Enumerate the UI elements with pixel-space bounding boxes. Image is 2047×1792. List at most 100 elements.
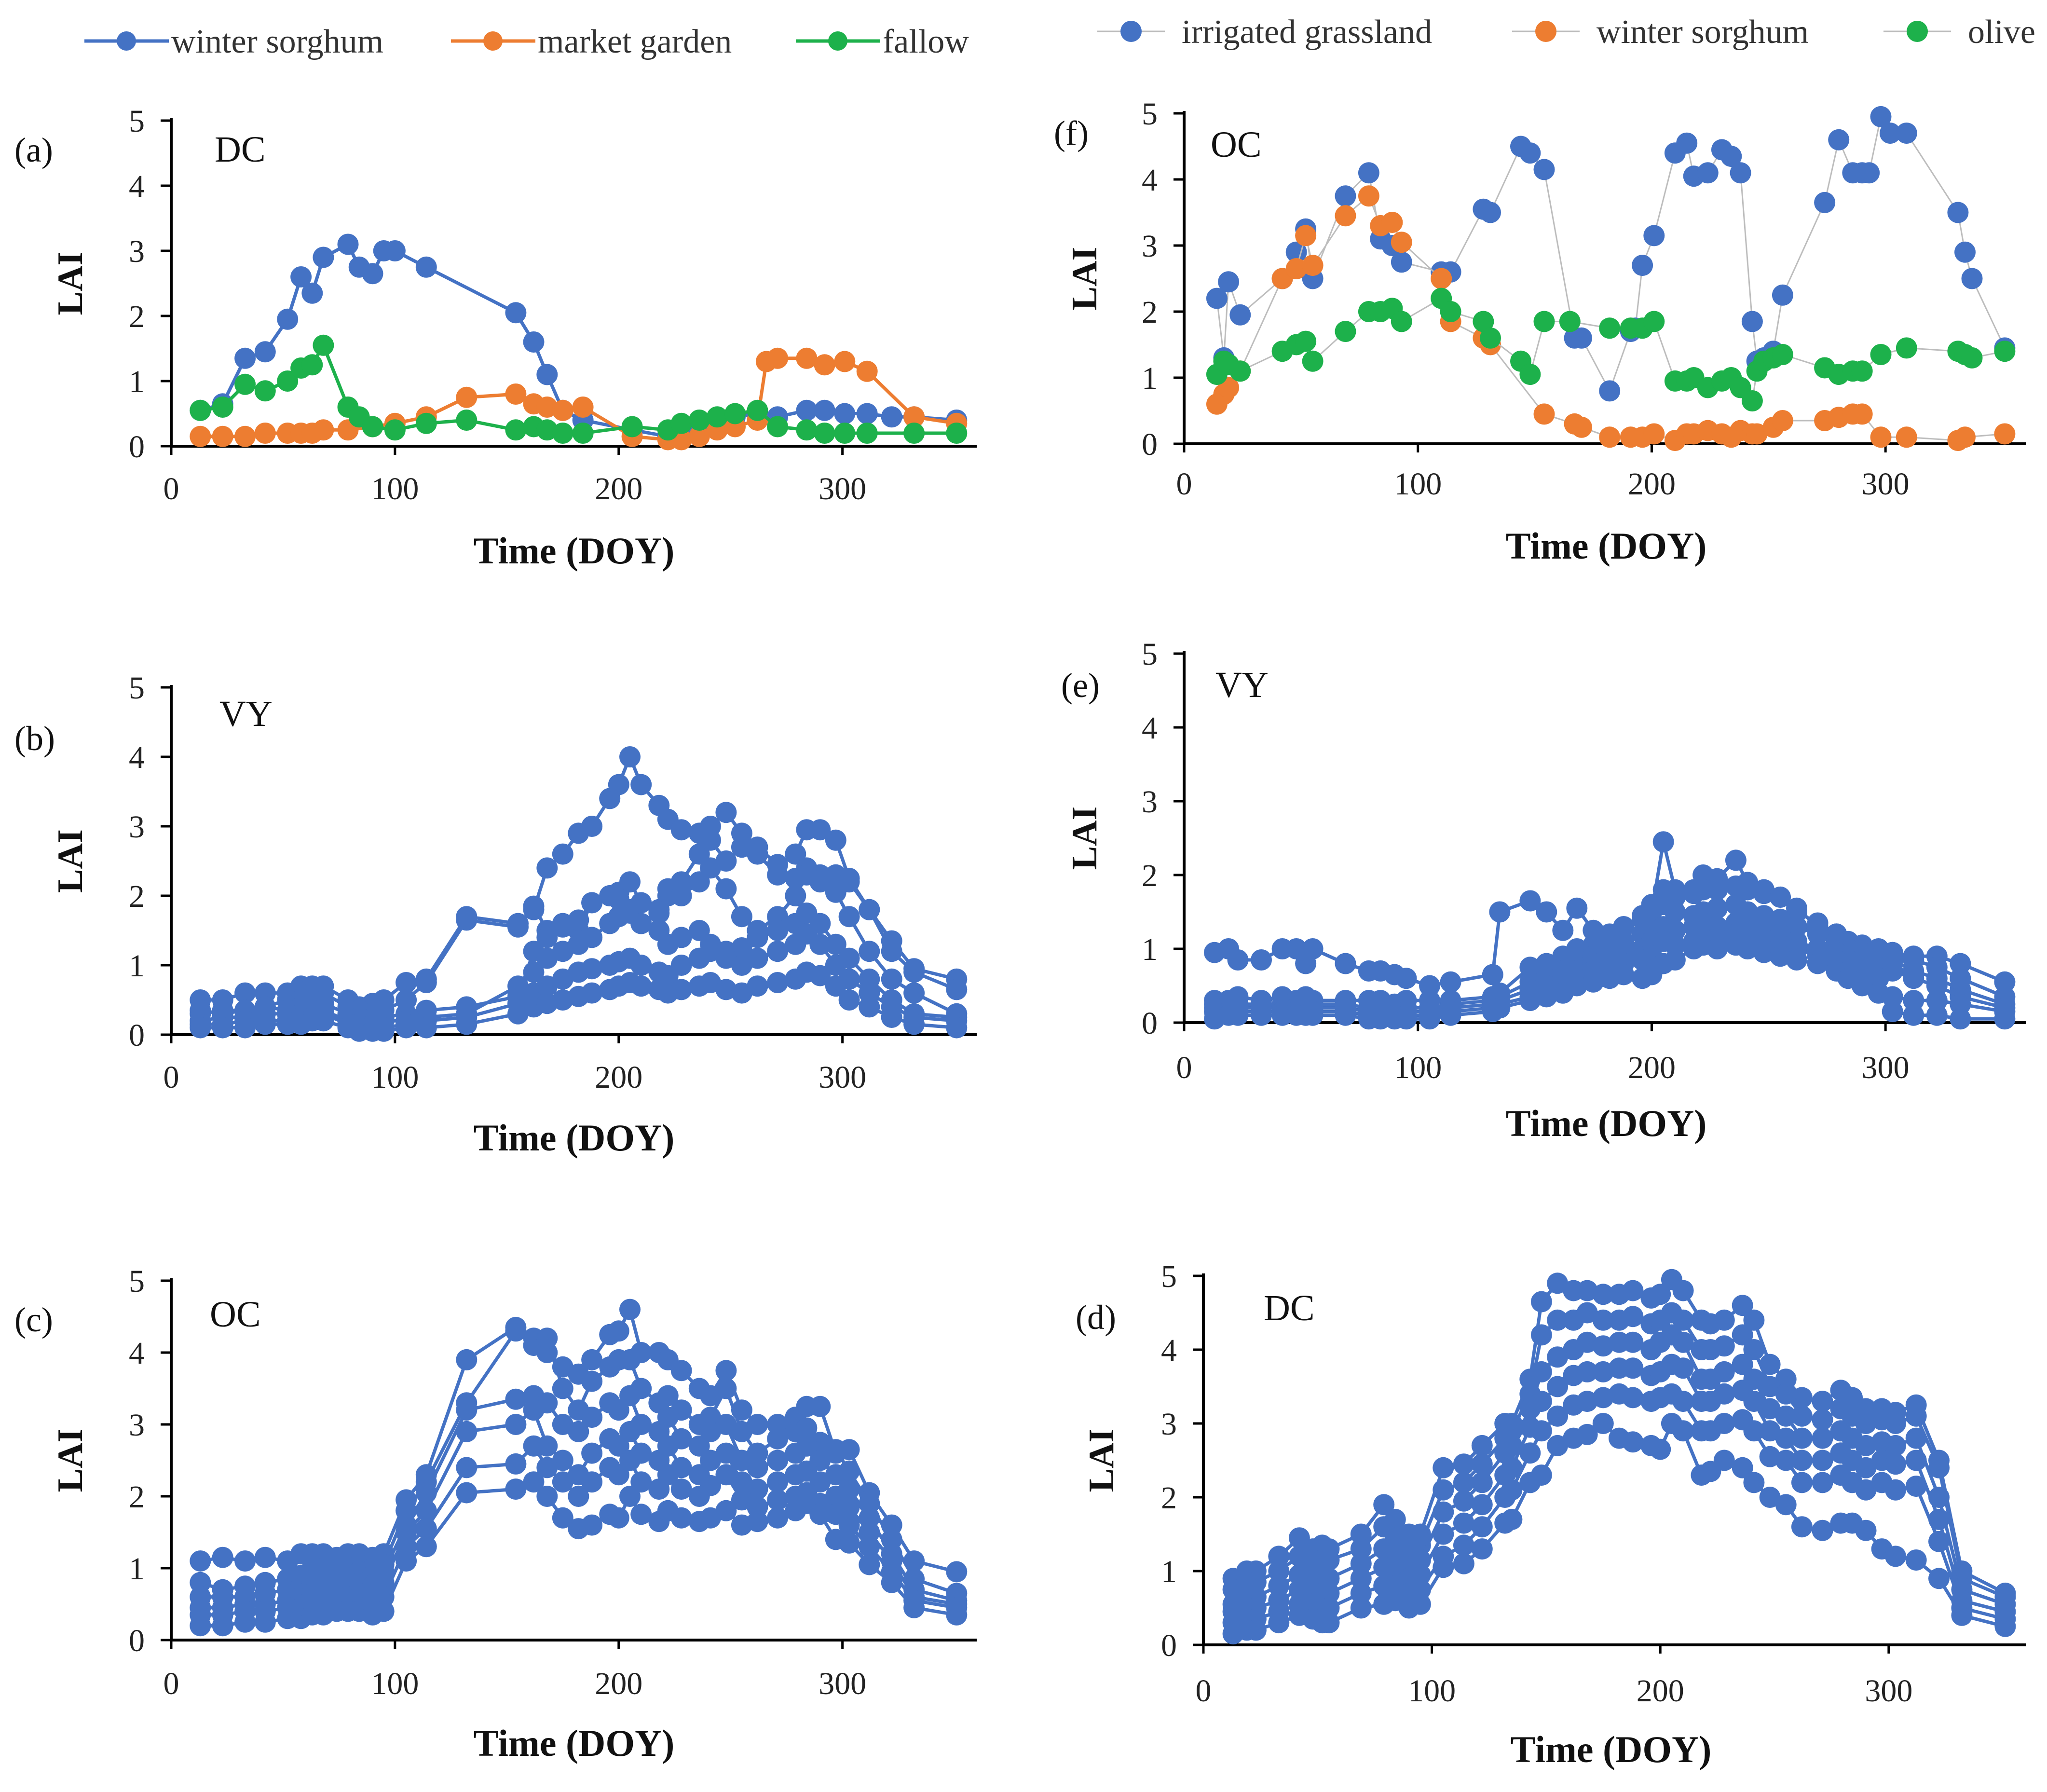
- x-tick-label: 0: [1176, 1050, 1192, 1085]
- x-tick-label: 0: [1176, 466, 1192, 502]
- data-point: [608, 774, 629, 795]
- data-point: [1643, 423, 1665, 445]
- data-point: [1350, 1597, 1372, 1619]
- data-point: [212, 397, 233, 418]
- data-point: [1772, 410, 1793, 431]
- y-tick-label: 1: [1142, 361, 1158, 396]
- data-point: [767, 1450, 789, 1471]
- data-point: [456, 1457, 478, 1478]
- data-point: [767, 941, 789, 962]
- legend-swatch-marker: [1535, 21, 1556, 42]
- panel-a: 0 1 2 3 4 5 0 100 200 300 Time (DOY) LAI (a) DC: [14, 104, 977, 572]
- data-point: [581, 1442, 603, 1464]
- data-point: [1868, 982, 1889, 1004]
- data-point: [373, 1600, 395, 1622]
- data-point: [1592, 1387, 1614, 1409]
- data-point: [747, 947, 768, 969]
- data-point: [1926, 1004, 1948, 1026]
- panel-label: (d): [1076, 1298, 1116, 1337]
- data-point: [523, 1435, 545, 1457]
- data-point: [1730, 162, 1751, 184]
- data-point: [1566, 938, 1588, 959]
- data-point: [1206, 287, 1228, 309]
- data-point: [1786, 901, 1807, 923]
- data-point: [190, 1550, 211, 1572]
- data-point: [1453, 1453, 1474, 1475]
- data-point: [1905, 1450, 1927, 1471]
- data-point: [581, 982, 603, 1004]
- x-axis-title: Time (DOY): [1506, 525, 1707, 567]
- data-point: [254, 341, 276, 363]
- data-point: [362, 416, 383, 438]
- y-tick-label: 2: [129, 1479, 145, 1515]
- data-point: [1743, 1391, 1765, 1412]
- legend-label: winter sorghum: [1597, 14, 1809, 51]
- data-point: [1622, 1357, 1644, 1379]
- data-point: [1882, 1001, 1903, 1023]
- data-point: [581, 816, 603, 837]
- x-tick-label: 100: [1394, 466, 1442, 502]
- data-point: [657, 1407, 679, 1428]
- data-point: [1791, 1450, 1813, 1471]
- legend-item: fallow: [796, 23, 969, 60]
- data-point: [838, 906, 860, 928]
- data-point: [1440, 1004, 1461, 1026]
- data-point: [505, 1478, 527, 1500]
- data-point: [290, 266, 312, 287]
- data-point: [1431, 268, 1452, 289]
- data-point: [1855, 1457, 1877, 1478]
- data-point: [1530, 1464, 1552, 1486]
- data-point: [1471, 1516, 1493, 1538]
- data-point: [881, 1007, 902, 1028]
- data-point: [212, 425, 233, 447]
- data-point: [523, 895, 545, 917]
- data-point: [301, 282, 323, 304]
- data-point: [1295, 330, 1317, 352]
- data-point: [881, 941, 902, 962]
- data-point: [1855, 1413, 1877, 1434]
- data-point: [1335, 953, 1356, 974]
- data-point: [1885, 1546, 1906, 1567]
- x-axis-title: Time (DOY): [474, 1722, 675, 1764]
- data-point: [1954, 426, 1976, 448]
- data-point: [1350, 1568, 1372, 1589]
- data-point: [1519, 957, 1541, 978]
- data-point: [747, 1457, 768, 1478]
- data-point: [1926, 990, 1948, 1012]
- legend-swatch-marker: [117, 31, 136, 51]
- data-point: [630, 774, 652, 795]
- data-point: [1530, 1391, 1552, 1412]
- data-point: [1613, 964, 1635, 985]
- data-point: [1905, 1405, 1927, 1427]
- data-point: [1473, 311, 1494, 332]
- data-point: [1791, 1427, 1813, 1449]
- data-point: [1576, 1423, 1598, 1445]
- data-point: [1743, 1472, 1765, 1493]
- data-point: [785, 885, 806, 906]
- data-point: [1954, 241, 1976, 263]
- data-point: [1950, 993, 1971, 1015]
- data-point: [1571, 327, 1592, 349]
- data-point: [234, 347, 256, 369]
- data-point: [715, 1500, 737, 1521]
- data-point: [1775, 1427, 1797, 1449]
- data-point: [1599, 426, 1621, 448]
- data-point: [834, 403, 856, 424]
- data-point: [1335, 321, 1356, 342]
- x-tick-label: 200: [1628, 1050, 1676, 1085]
- data-point: [670, 927, 692, 948]
- x-tick-label: 200: [595, 471, 642, 506]
- data-point: [859, 899, 880, 920]
- y-tick-label: 1: [129, 1551, 145, 1587]
- data-point: [1905, 1549, 1927, 1571]
- legend-swatch-marker: [1120, 21, 1142, 42]
- data-point: [1994, 341, 2016, 362]
- data-point: [1772, 344, 1793, 365]
- data-point: [747, 975, 768, 997]
- legend-item: winter sorghum: [1512, 14, 1809, 51]
- y-tick-label: 1: [129, 948, 145, 984]
- data-point: [1547, 1435, 1569, 1456]
- data-point: [1947, 202, 1969, 223]
- data-point: [1994, 971, 2016, 993]
- data-point: [1732, 1354, 1753, 1375]
